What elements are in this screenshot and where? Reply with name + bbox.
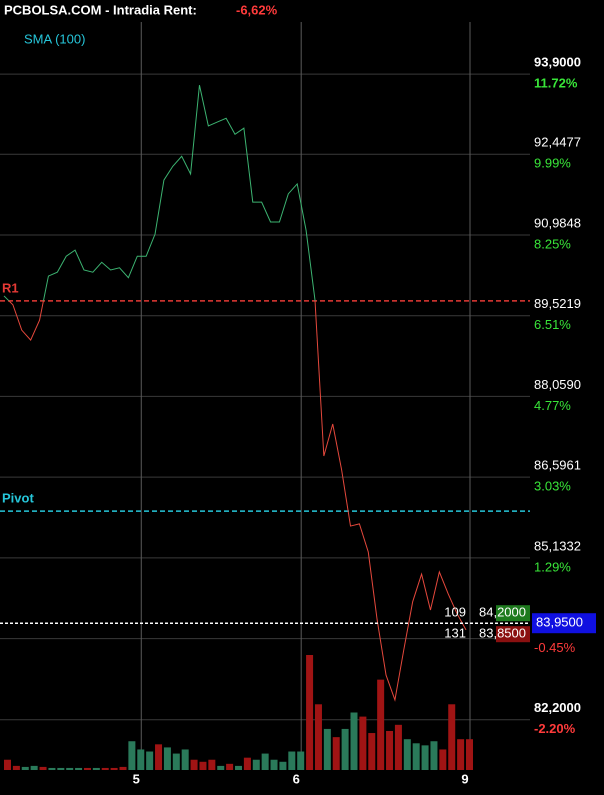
chart-title: PCBOLSA.COM - Intradia Rent:	[4, 2, 197, 17]
volume-bar	[12, 765, 20, 770]
volume-bar	[448, 704, 456, 770]
y-tick-label: 85,1332	[534, 538, 581, 553]
volume-bar	[430, 741, 438, 770]
volume-bar	[163, 747, 171, 770]
change: -6,62%	[236, 2, 278, 17]
volume-bar	[457, 739, 465, 770]
volume-bar	[92, 767, 100, 770]
volume-bar	[190, 759, 198, 770]
volume-bar	[119, 766, 127, 770]
volume-bar	[261, 753, 269, 770]
pct-label: 6.51%	[534, 317, 571, 332]
y-tick-label: 90,9848	[534, 215, 581, 230]
volume-bar	[252, 759, 260, 770]
volume-bar	[39, 766, 47, 770]
pct-label: -2.20%	[534, 721, 576, 736]
volume-bar	[403, 739, 411, 770]
last-price-box	[532, 613, 596, 634]
ask-box	[496, 626, 530, 643]
volume-bar	[4, 759, 11, 770]
y-tick-label: 82,2000	[534, 700, 581, 715]
volume-bar	[137, 749, 145, 770]
volume-bar	[341, 728, 349, 770]
volume-bar	[394, 724, 402, 770]
volume-bar	[314, 704, 322, 770]
bid-price: 84,2000	[479, 605, 526, 620]
volume-bar	[332, 737, 340, 770]
volume-bar	[350, 712, 358, 770]
volume-bar	[323, 728, 331, 770]
y-tick-label: 86,5961	[534, 458, 581, 473]
pct-label: 9.99%	[534, 156, 571, 171]
volume-bar	[128, 741, 136, 770]
level-label: Pivot	[2, 491, 34, 506]
bid-box	[496, 605, 530, 622]
volume-bar	[172, 753, 180, 770]
bid-qty: 109	[444, 605, 466, 620]
volume-bar	[297, 751, 305, 770]
x-tick-label: 9	[461, 771, 468, 786]
volume-bar	[235, 765, 242, 770]
pct-label: 4.77%	[534, 398, 571, 413]
ask-price: 83,8500	[479, 626, 526, 641]
y-tick-label: 92,4477	[534, 135, 581, 150]
volume-bar	[421, 745, 429, 770]
y-tick-label: 89,5219	[534, 296, 581, 311]
volume-bar	[377, 679, 385, 770]
volume-bar	[30, 765, 38, 770]
volume-bar	[217, 765, 225, 770]
volume-bar	[83, 767, 91, 770]
volume-bar	[155, 744, 163, 770]
pct-label: 11.72%	[534, 76, 578, 91]
ask-qty: 131	[444, 626, 466, 641]
level-label: R1	[2, 280, 19, 295]
pct-label: 1.29%	[534, 559, 571, 574]
volume-bar	[75, 767, 83, 770]
volume-bar	[199, 761, 207, 770]
y-tick-label: 88,0590	[534, 377, 581, 392]
pct-label: -0.45%	[534, 640, 576, 655]
volume-bar	[146, 751, 154, 770]
volume-bar	[110, 767, 118, 770]
volume-bar	[101, 767, 109, 770]
price-line	[8, 300, 467, 702]
y-tick-label: 93,9000	[534, 55, 581, 70]
volume-bar	[208, 759, 216, 770]
pct-label: 3.03%	[534, 479, 571, 494]
volume-bar	[66, 767, 74, 770]
volume-bar	[226, 763, 234, 770]
volume-bar	[243, 757, 251, 770]
volume-bar	[386, 730, 394, 770]
pct-label: 8.25%	[534, 236, 571, 251]
price-line	[3, 85, 316, 301]
volume-bar	[359, 716, 367, 770]
volume-bar	[288, 751, 296, 770]
volume-bar	[181, 749, 189, 770]
volume-bar	[368, 733, 376, 770]
last-price-label: 83,9500	[536, 615, 583, 630]
volume-bar	[466, 739, 473, 770]
volume-bar	[412, 743, 420, 770]
volume-bar	[57, 767, 65, 770]
volume-bar	[279, 761, 287, 770]
x-tick-label: 5	[133, 771, 140, 786]
volume-bar	[21, 766, 29, 770]
volume-bar	[48, 767, 56, 770]
volume-bar	[270, 759, 278, 770]
volume-bar	[439, 749, 447, 770]
indicator: SMA (100)	[24, 31, 85, 46]
volume-bar	[306, 655, 314, 770]
x-tick-label: 6	[293, 771, 300, 786]
